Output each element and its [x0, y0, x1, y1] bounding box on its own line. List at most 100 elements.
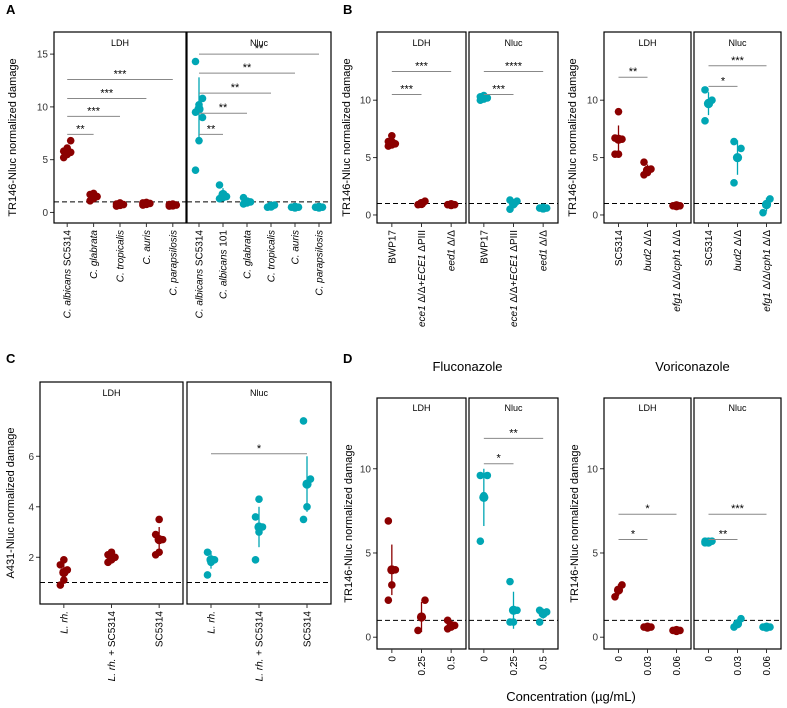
category-group: bud2 Δ/Δ [640, 158, 655, 271]
x-tick-label: C. auris [142, 230, 153, 264]
x-tick-label: L. rh. + SC5314 [107, 611, 118, 682]
category-group: SC5314 [701, 86, 716, 266]
y-tick-label: 0 [365, 633, 371, 644]
mean-point [206, 555, 216, 565]
mean-point [479, 492, 489, 502]
x-tick-label: BWP17 [479, 230, 490, 264]
category-group: SC5314 [151, 515, 167, 647]
chart-d1: D Fluconazole TR146-Nluc normalized damage… [343, 351, 559, 676]
significance-label: * [257, 443, 262, 455]
y-axis-label: TR146-Nluc normalized damage [341, 58, 353, 216]
facet-ldh: LDH 0 0.25 0.5 [376, 397, 467, 676]
category-group: C. tropicalis [112, 199, 128, 282]
category-group: eed1 Δ/Δ [443, 200, 459, 271]
significance-label: ** [76, 123, 85, 135]
y-tick-label: 0 [365, 210, 371, 221]
facet-frame [603, 397, 692, 650]
x-tick-label: 0.06 [762, 656, 773, 676]
data-point [303, 502, 311, 511]
data-point [191, 166, 200, 175]
mean-point [387, 138, 397, 148]
significance-label: ** [629, 66, 638, 78]
chart-b1: B TR146-Nluc normalized damage 0 5 10 LDH BWP1… [341, 2, 559, 327]
mean-point [242, 197, 252, 207]
category-group: BWP17 [476, 91, 492, 264]
category-group: C. albicans SC5314 [191, 57, 207, 318]
x-tick-label: C. auris [291, 230, 302, 264]
mean-point [266, 201, 276, 211]
category-group: L. rh. + SC5314 [251, 495, 267, 681]
x-axis-label-concentration: Concentration (µg/mL) [506, 689, 636, 704]
category-group: efg1 Δ/Δ/cph1 Δ/Δ [669, 201, 684, 312]
mean-point [642, 165, 653, 175]
strip-label: Nluc [728, 38, 747, 48]
significance-label: * [721, 75, 726, 87]
data-point [414, 626, 422, 635]
data-point [251, 513, 260, 521]
significance-label: ** [243, 62, 252, 74]
x-tick-label: bud2 Δ/Δ [643, 230, 654, 271]
category-group: C. glabrata [239, 193, 255, 279]
mean-point [290, 202, 300, 212]
facet-frame [186, 381, 332, 605]
x-tick-label: ece1 Δ/Δ+ECE1 ΔPIII [417, 230, 428, 327]
data-point [509, 618, 518, 626]
x-tick-label: 0.25 [417, 656, 428, 676]
category-group: L. rh. + SC5314 [104, 548, 119, 681]
category-group: bud2 Δ/Δ [730, 137, 745, 271]
strip-label: Nluc [504, 38, 523, 48]
data-point [476, 537, 485, 545]
significance-label: ** [231, 82, 240, 94]
mean-point [416, 198, 427, 209]
x-tick-label: BWP17 [387, 230, 398, 264]
data-point [614, 150, 623, 158]
x-tick-label: 0.5 [447, 656, 458, 670]
x-tick-label: C. parapsilosis [168, 230, 179, 296]
category-group: C. parapsilosis [165, 200, 181, 296]
category-group: 0 [384, 517, 400, 662]
panel-letter: B [343, 2, 352, 17]
data-point [299, 515, 308, 524]
category-group: C. parapsilosis [311, 202, 327, 296]
mean-point [508, 198, 519, 209]
y-tick-label: 10 [360, 96, 372, 107]
data-point [388, 581, 396, 589]
category-group: 0.06 [669, 625, 684, 675]
data-point [506, 577, 514, 586]
mean-point [302, 479, 312, 489]
x-tick-label: 0.25 [509, 656, 520, 676]
facet-nluc: Nluc C. albicans SC5314 C. albicans 101 C. … [186, 31, 332, 318]
y-tick-label: 0 [592, 210, 598, 221]
data-point [611, 592, 619, 601]
category-group: 0.03 [640, 622, 655, 675]
x-tick-label: 0 [387, 656, 398, 662]
y-tick-label: 15 [37, 50, 49, 61]
mean-point [141, 198, 151, 209]
y-axis-label: A431-Nluc normalized damage [5, 427, 17, 578]
category-group: L. rh. [203, 548, 219, 634]
category-group: eed1 Δ/Δ [535, 203, 551, 271]
x-tick-label: 0 [479, 656, 490, 662]
y-tick-label: 10 [360, 464, 372, 475]
y-tick-label: 6 [28, 452, 34, 463]
x-tick-label: SC5314 [704, 230, 715, 267]
category-group: 0.25 [506, 577, 521, 676]
strip-label: LDH [102, 388, 120, 398]
category-group: 0 [476, 468, 492, 662]
strip-label: LDH [638, 403, 656, 413]
category-group: 0.5 [535, 606, 551, 670]
mean-point [168, 200, 178, 210]
data-point [384, 596, 393, 604]
x-tick-label: efg1 Δ/Δ/cph1 Δ/Δ [762, 230, 773, 312]
strip-label: Nluc [250, 388, 269, 398]
category-group: C. glabrata [86, 189, 101, 279]
mean-point [254, 522, 264, 532]
data-point [701, 86, 709, 94]
mean-point [387, 565, 397, 575]
chart-d2: Voriconazole TR146-Nluc normalized damage… [569, 359, 782, 676]
panel-letter: A [6, 2, 16, 17]
significance-label: *** [100, 87, 114, 99]
